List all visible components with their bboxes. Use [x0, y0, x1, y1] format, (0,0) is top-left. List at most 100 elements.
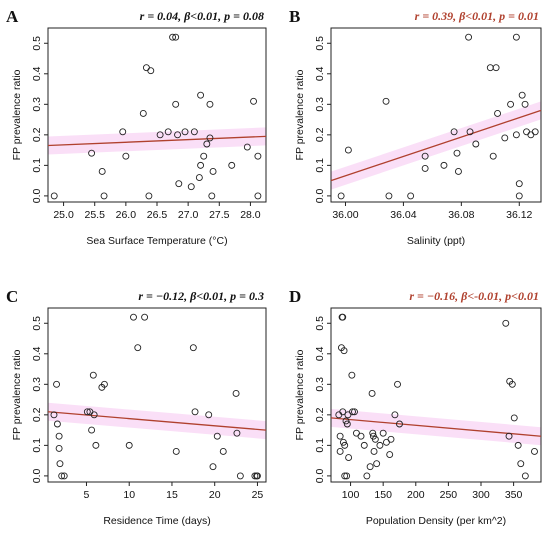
- data-point: [505, 432, 513, 440]
- x-tick-label: 10: [123, 489, 135, 501]
- data-point: [206, 134, 214, 142]
- data-point: [465, 33, 473, 41]
- data-point: [339, 438, 347, 446]
- data-point: [440, 161, 448, 169]
- data-point: [197, 161, 205, 169]
- x-tick-label: 36.12: [506, 209, 532, 221]
- x-tick-label: 300: [472, 489, 490, 501]
- data-point: [450, 128, 458, 136]
- y-tick-label: 0.2: [314, 407, 326, 422]
- data-point: [92, 441, 100, 449]
- data-point: [58, 472, 66, 480]
- data-point: [174, 131, 182, 139]
- data-point: [382, 97, 390, 105]
- y-tick-label: 0.1: [31, 158, 43, 173]
- y-tick-label: 0.1: [314, 438, 326, 453]
- data-point: [486, 64, 494, 72]
- data-point: [523, 128, 530, 136]
- data-point: [200, 152, 208, 160]
- x-tick-label: 36.04: [390, 209, 416, 221]
- y-tick-label: 0.4: [314, 66, 326, 81]
- data-point: [385, 192, 393, 200]
- data-point: [351, 408, 358, 416]
- data-point: [172, 33, 180, 41]
- data-point: [195, 174, 203, 182]
- y-tick-label: 0.0: [314, 468, 326, 483]
- data-point: [348, 371, 356, 379]
- data-point: [169, 33, 177, 41]
- data-point: [344, 146, 352, 154]
- data-point: [521, 100, 529, 108]
- data-point: [512, 131, 520, 139]
- y-tick-label: 0.2: [314, 127, 326, 142]
- x-tick-label: 100: [342, 489, 360, 501]
- data-point: [250, 97, 257, 105]
- data-point: [502, 319, 510, 327]
- data-point: [421, 152, 429, 160]
- data-point: [492, 64, 500, 72]
- x-tick-label: 200: [407, 489, 425, 501]
- data-point: [339, 408, 347, 416]
- x-axis-label: Sea Surface Temperature (°C): [86, 235, 227, 247]
- data-point: [342, 417, 350, 425]
- y-tick-label: 0.5: [31, 36, 43, 51]
- x-tick-label: 15: [166, 489, 178, 501]
- data-point: [363, 472, 371, 480]
- y-tick-label: 0.3: [314, 97, 326, 112]
- data-point: [206, 100, 214, 108]
- data-point: [141, 313, 149, 321]
- y-tick-label: 0.0: [31, 188, 43, 203]
- data-point: [175, 180, 183, 188]
- data-point: [421, 164, 429, 172]
- panel-c: 5 10 15 20 25 0.0 0.1 0.2 0.3 0.4 0.5 C r = −0.12,…: [6, 287, 267, 527]
- panel-b: 36.00 36.04 36.08 36.12 0.0 0.1 0.2 0.3 0.4 0.5 B…: [289, 7, 542, 247]
- x-tick-label: 25.0: [53, 209, 74, 221]
- panel-letter: A: [6, 7, 19, 26]
- data-point: [232, 390, 240, 397]
- data-point: [340, 347, 348, 355]
- data-point: [130, 313, 137, 321]
- data-point: [228, 161, 236, 169]
- panel-d: 100 150 200 250 300 350 0.0 0.1 0.2 0.3 0.4 0.5 D r…: [289, 287, 542, 527]
- data-point: [515, 180, 523, 188]
- y-tick-label: 0.4: [314, 346, 326, 361]
- y-tick-label: 0.4: [31, 346, 43, 361]
- x-tick-label: 350: [505, 489, 523, 501]
- y-axis-label: FP prevalence ratio: [11, 69, 23, 160]
- plot-frame: [330, 307, 542, 483]
- data-point: [494, 110, 502, 117]
- data-point: [208, 192, 216, 200]
- data-point: [396, 420, 403, 428]
- x-tick-label: 150: [374, 489, 392, 501]
- data-point: [172, 100, 180, 108]
- x-tick-label: 27.0: [178, 209, 199, 221]
- data-point: [50, 411, 58, 419]
- data-point: [371, 435, 379, 443]
- x-tick-label: 26.5: [147, 209, 168, 221]
- regression-line: [330, 417, 542, 437]
- regression-line: [47, 135, 267, 147]
- data-point: [501, 134, 509, 142]
- data-point: [339, 313, 347, 321]
- data-point: [360, 441, 368, 449]
- data-point: [243, 143, 251, 151]
- data-point: [379, 429, 387, 437]
- data-point: [394, 380, 401, 388]
- data-point: [50, 192, 58, 200]
- data-point: [512, 33, 520, 41]
- data-point: [119, 128, 127, 136]
- stat-annotation: r = 0.39, β<0.01, p = 0.01: [415, 9, 539, 23]
- y-tick-label: 0.2: [31, 407, 43, 422]
- data-point: [181, 128, 189, 136]
- data-point: [368, 390, 376, 397]
- data-point: [125, 441, 133, 449]
- x-tick-label: 26.0: [116, 209, 137, 221]
- data-point: [466, 128, 474, 136]
- data-point: [349, 408, 356, 416]
- data-point: [514, 441, 522, 449]
- y-tick-label: 0.4: [31, 66, 43, 81]
- regression-line: [47, 411, 267, 431]
- y-tick-label: 0.0: [314, 188, 326, 203]
- panel-letter: C: [6, 287, 18, 306]
- data-point: [122, 152, 130, 160]
